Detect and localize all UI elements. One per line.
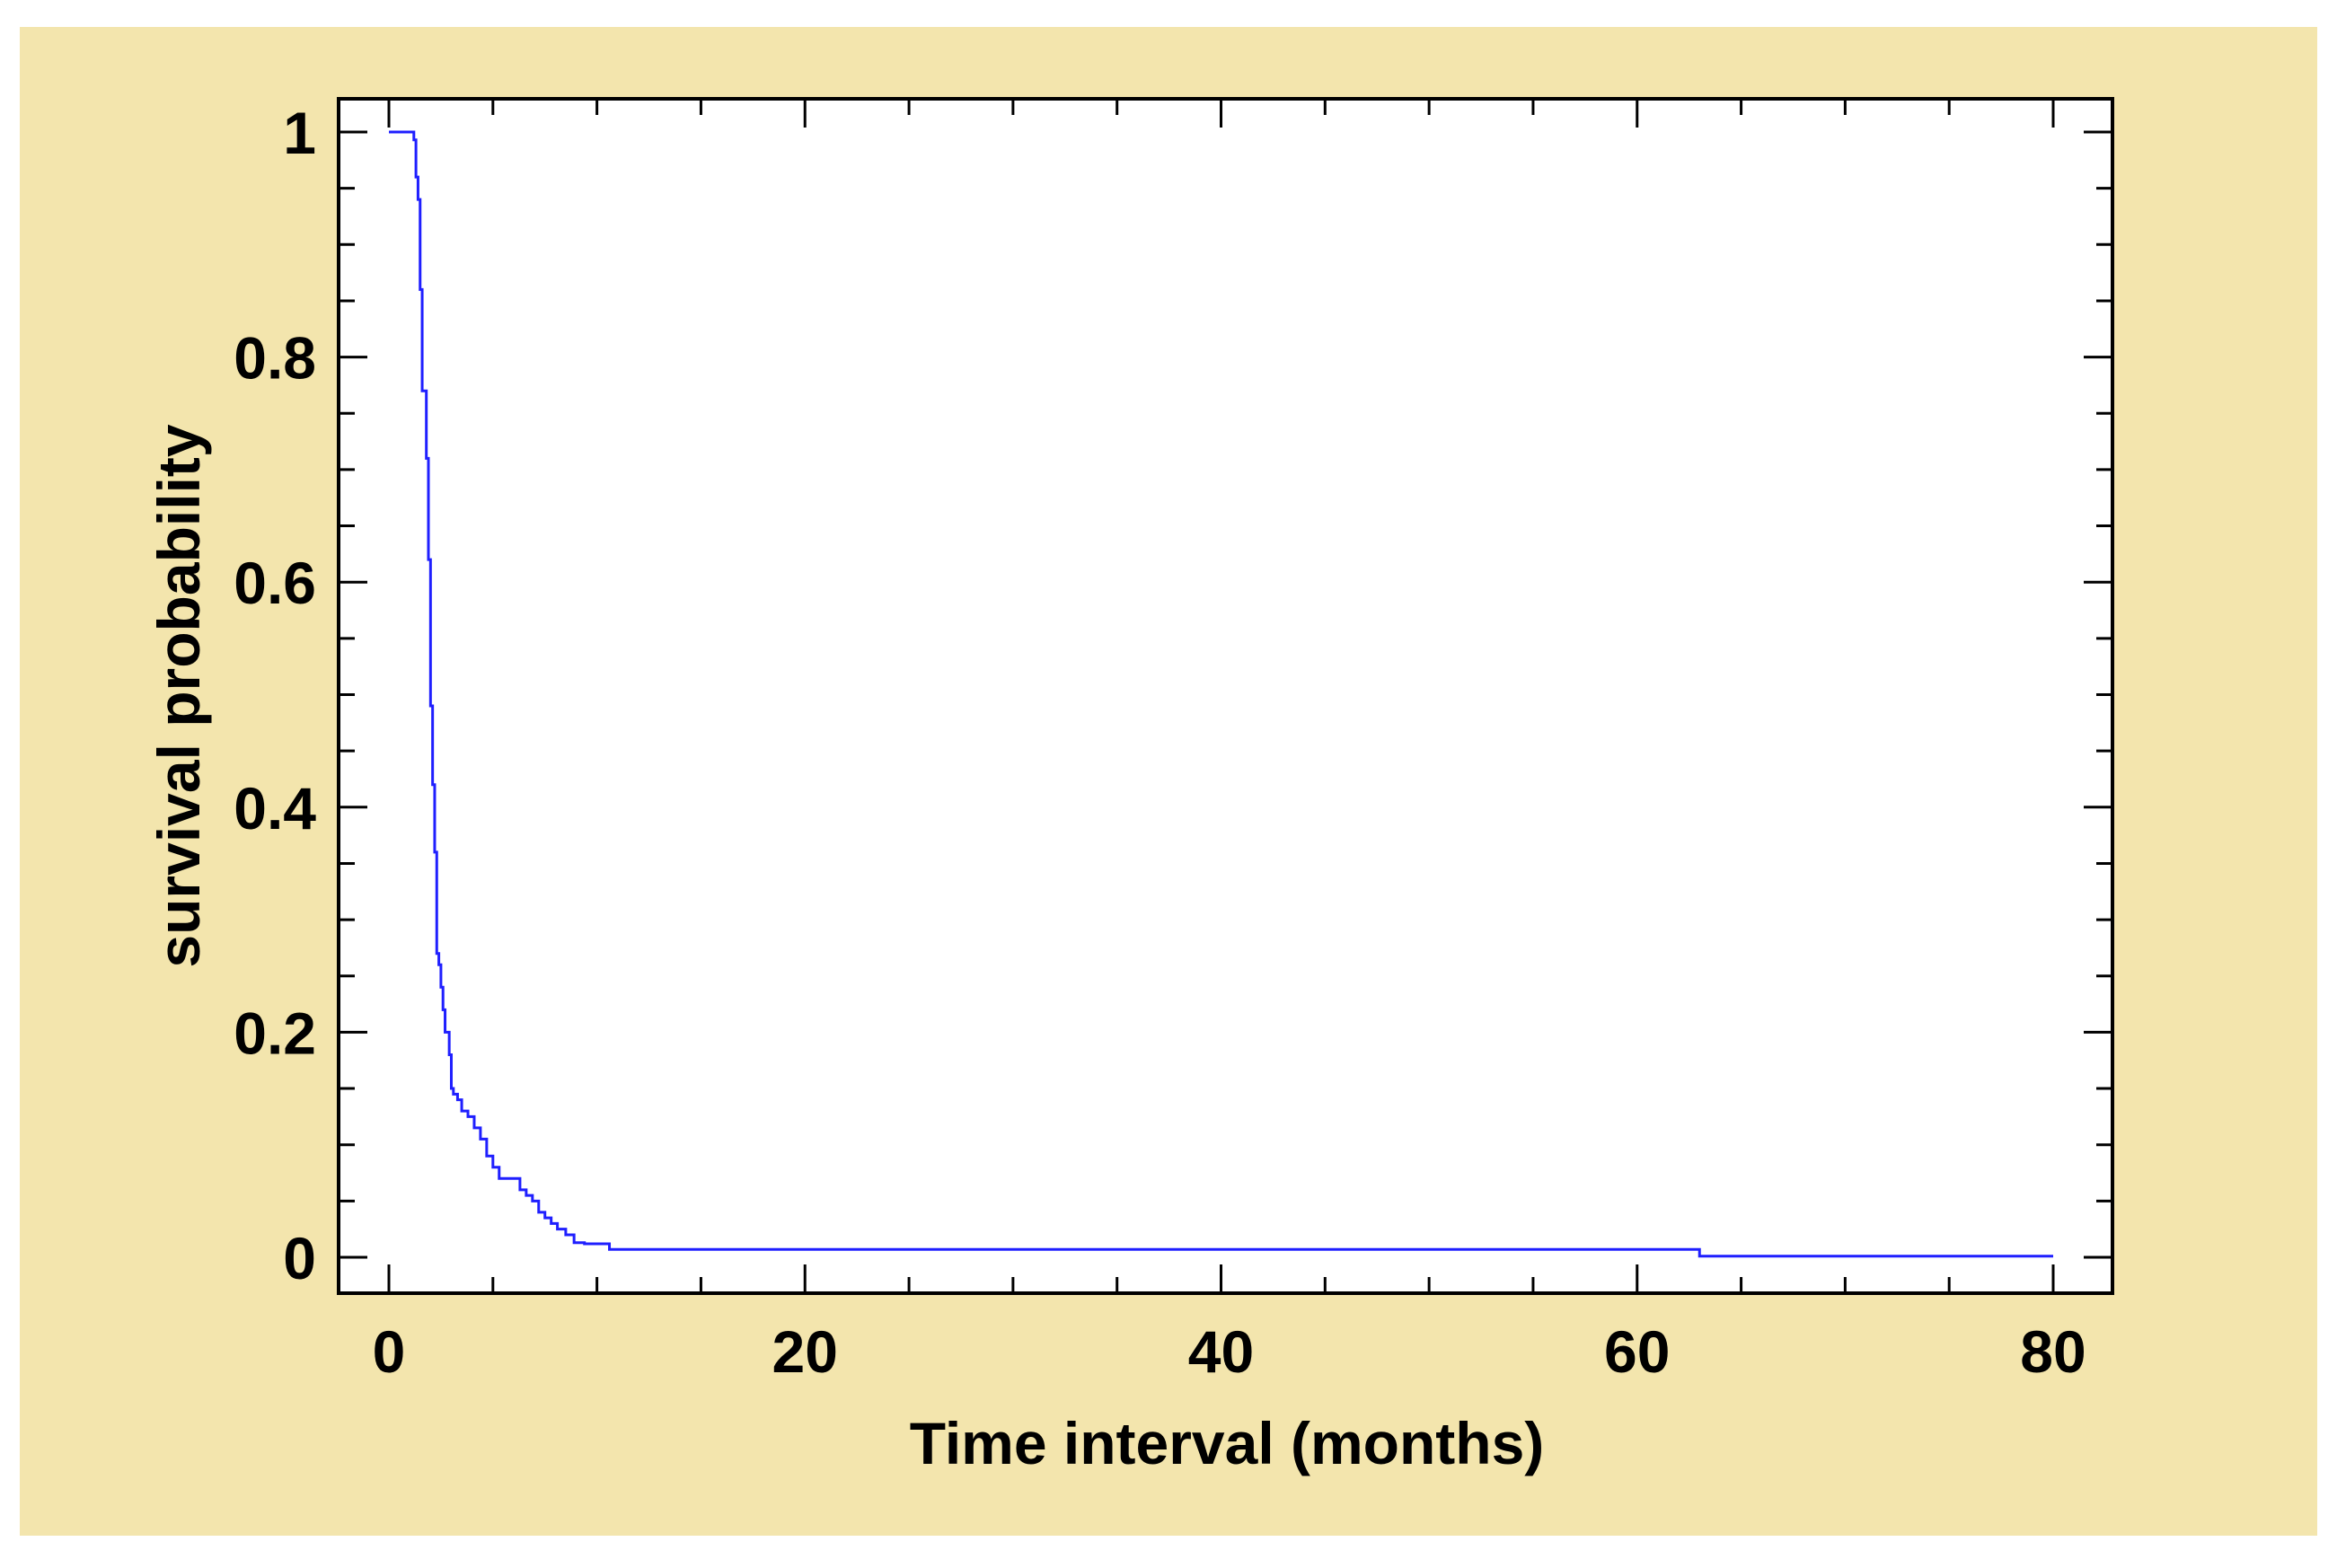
y-tick-label: 0.2 (234, 1000, 316, 1066)
x-tick-label: 80 (2020, 1318, 2086, 1385)
y-axis-title: survival probability (146, 424, 212, 967)
y-tick-label: 0.4 (234, 775, 316, 841)
x-tick-label: 40 (1188, 1318, 1254, 1385)
tick-labels-layer: 0 20 40 60 80 0 0.2 0.4 0.6 0.8 1 (234, 100, 2086, 1385)
x-tick-label: 60 (1604, 1318, 1670, 1385)
plot-border (337, 97, 2114, 1295)
chart-svg: 0 20 40 60 80 0 0.2 0.4 0.6 0.8 1 Time interval (m… (146, 97, 2114, 1476)
y-tick-label: 1 (283, 100, 316, 166)
x-axis-title: Time interval (months) (910, 1410, 1545, 1476)
y-tick-label: 0 (283, 1225, 316, 1291)
y-tick-label: 0.8 (234, 325, 316, 392)
ticks-layer (339, 99, 2112, 1293)
plot-area (339, 99, 2112, 1293)
y-tick-label: 0.6 (234, 550, 316, 616)
survival-curve (389, 130, 2053, 1258)
x-tick-label: 20 (772, 1318, 838, 1385)
x-tick-label: 0 (373, 1318, 406, 1385)
chart-frame: 0 20 40 60 80 0 0.2 0.4 0.6 0.8 1 Time interval (m… (20, 27, 2317, 1536)
